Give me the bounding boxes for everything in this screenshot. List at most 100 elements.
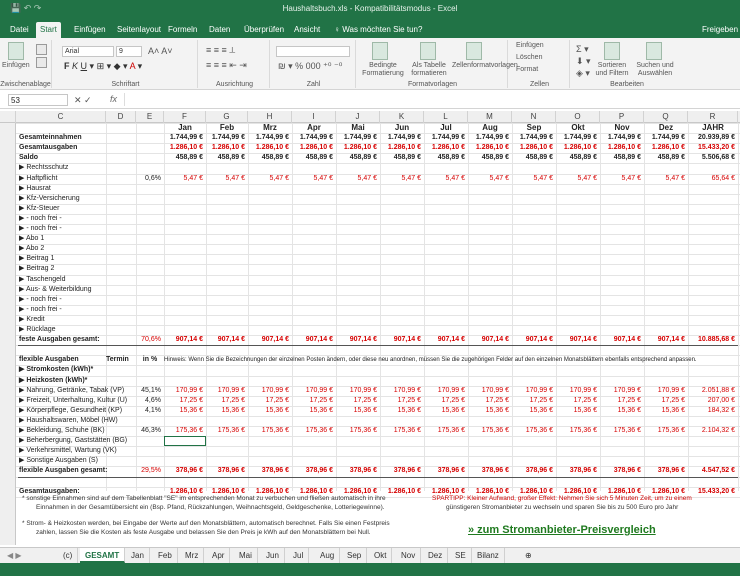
- row-header[interactable]: [0, 517, 16, 527]
- flex-total-value[interactable]: 378,96 €: [525, 467, 553, 475]
- row-header[interactable]: [0, 406, 16, 416]
- grand-total-value[interactable]: 15.433,20 €: [698, 487, 735, 495]
- fixed-total-value[interactable]: 907,14 €: [261, 336, 289, 344]
- column-header-e[interactable]: E: [136, 111, 164, 123]
- flex-expense-value[interactable]: 17,25 €: [441, 396, 465, 404]
- name-box[interactable]: 53: [8, 94, 68, 106]
- fixed-expense-label[interactable]: ▶ Hausrat: [19, 184, 51, 192]
- summary-value[interactable]: 458,89 €: [481, 154, 509, 162]
- flex-total-value[interactable]: 378,96 €: [657, 467, 685, 475]
- summary-value[interactable]: 20.939,89 €: [698, 134, 735, 142]
- fixed-expense-label[interactable]: ▶ Kfz-Versicherung: [19, 194, 80, 202]
- fixed-total-value[interactable]: 907,14 €: [217, 336, 245, 344]
- summary-value[interactable]: 458,89 €: [569, 154, 597, 162]
- summary-value[interactable]: 1.744,99 €: [607, 134, 641, 142]
- fixed-expense-value[interactable]: 65,64 €: [711, 174, 735, 182]
- row-header[interactable]: [0, 264, 16, 274]
- flex-expense-value[interactable]: 15,36 €: [221, 406, 245, 414]
- row-header[interactable]: [0, 335, 16, 345]
- worksheet-grid[interactable]: Jan Feb Mrz Apr Mai Jun Jul Aug Sep Okt Nov Dez JAHR…: [16, 123, 740, 545]
- row-header[interactable]: [0, 466, 16, 476]
- flex-expense-value[interactable]: 17,25 €: [353, 396, 377, 404]
- summary-value[interactable]: 458,89 €: [437, 154, 465, 162]
- flex-expense-value[interactable]: 15,36 €: [265, 406, 289, 414]
- fixed-expense-value[interactable]: 5,47 €: [621, 174, 641, 182]
- fixed-expense-value[interactable]: 5,47 €: [665, 174, 685, 182]
- fixed-expense-label[interactable]: ▶ Abo 1: [19, 235, 45, 243]
- summary-value[interactable]: 1.744,99 €: [651, 134, 685, 142]
- row-header[interactable]: [0, 355, 16, 365]
- fixed-expense-label[interactable]: ▶ Kfz-Steuer: [19, 204, 60, 212]
- fixed-expense-value[interactable]: 5,47 €: [489, 174, 509, 182]
- tell-me-box[interactable]: ♀ Was möchten Sie tun?: [334, 25, 423, 34]
- row-header[interactable]: [0, 315, 16, 325]
- grand-total-value[interactable]: 1.286,10 €: [431, 487, 465, 495]
- fixed-total-value[interactable]: 10.885,68 €: [698, 336, 735, 344]
- row-header[interactable]: [0, 426, 16, 436]
- summary-value[interactable]: 1.286,10 €: [299, 144, 333, 152]
- summary-value[interactable]: 1.286,10 €: [255, 144, 289, 152]
- flex-expense-label[interactable]: ▶ Sonstige Ausgaben (S): [19, 457, 98, 465]
- fixed-expense-label[interactable]: ▶ Taschengeld: [19, 275, 66, 283]
- summary-value[interactable]: 1.744,99 €: [211, 134, 245, 142]
- sheet-tab-mrz[interactable]: Mrz: [180, 548, 205, 563]
- row-header[interactable]: [0, 163, 16, 173]
- grand-total-value[interactable]: 1.286,10 €: [343, 487, 377, 495]
- summary-value[interactable]: 458,89 €: [175, 154, 203, 162]
- active-cell[interactable]: [164, 436, 206, 447]
- sheet-tab-sep[interactable]: Sep: [342, 548, 368, 563]
- summary-value[interactable]: 1.286,10 €: [475, 144, 509, 152]
- grow-font-icon[interactable]: A˄ A˅: [148, 46, 173, 56]
- column-header-f[interactable]: F: [164, 111, 206, 123]
- row-header[interactable]: [0, 325, 16, 335]
- row-header[interactable]: [0, 194, 16, 204]
- sheet-tab-dez[interactable]: Dez: [423, 548, 449, 563]
- insert-cells-button[interactable]: Einfügen: [516, 42, 544, 49]
- flex-total-value[interactable]: 378,96 €: [305, 467, 333, 475]
- conditional-format-icon[interactable]: [372, 42, 388, 60]
- tab-formeln[interactable]: Formeln: [168, 25, 198, 34]
- summary-value[interactable]: 458,89 €: [613, 154, 641, 162]
- column-header-h[interactable]: H: [248, 111, 292, 123]
- row-header[interactable]: [0, 123, 16, 133]
- tab-seitenlayout[interactable]: Seitenlayout: [117, 25, 162, 34]
- fixed-expense-value[interactable]: 5,47 €: [313, 174, 333, 182]
- row-header[interactable]: [0, 174, 16, 184]
- flex-expense-value[interactable]: 184,32 €: [707, 406, 735, 414]
- cancel-confirm-icons[interactable]: ✕ ✓: [74, 95, 92, 105]
- row-header[interactable]: [0, 477, 16, 487]
- sheet-nav-arrows[interactable]: ◀ ▶: [7, 551, 22, 560]
- row-header[interactable]: [0, 214, 16, 224]
- fixed-expense-value[interactable]: 5,47 €: [357, 174, 377, 182]
- summary-value[interactable]: 1.286,10 €: [169, 144, 203, 152]
- format-as-table-button[interactable]: Als Tabelle formatieren: [411, 62, 447, 77]
- sheet-tab-jan[interactable]: Jan: [126, 548, 150, 563]
- paste-icon[interactable]: [8, 42, 24, 60]
- delete-cells-button[interactable]: Löschen: [516, 54, 543, 61]
- summary-value[interactable]: 1.744,99 €: [343, 134, 377, 142]
- cell-styles-icon[interactable]: [466, 42, 482, 60]
- flex-expense-value[interactable]: 2.104,32 €: [701, 427, 735, 434]
- align-top-icons[interactable]: ≡ ≡ ≡ ⟂: [206, 45, 236, 55]
- flex-total-value[interactable]: 378,96 €: [261, 467, 289, 475]
- fixed-expense-label[interactable]: ▶ Beitrag 1: [19, 255, 55, 263]
- font-name-select[interactable]: Arial: [62, 46, 114, 57]
- flex-expense-value[interactable]: 175,36 €: [261, 427, 289, 434]
- fixed-total-value[interactable]: 907,14 €: [175, 336, 203, 344]
- fixed-total-value[interactable]: 907,14 €: [613, 336, 641, 344]
- flex-expense-value[interactable]: 170,99 €: [393, 386, 421, 394]
- column-header-c[interactable]: C: [16, 111, 106, 123]
- cut-icon[interactable]: [36, 44, 47, 55]
- fixed-expense-value[interactable]: 5,47 €: [445, 174, 465, 182]
- fixed-total-value[interactable]: 907,14 €: [569, 336, 597, 344]
- summary-value[interactable]: 5.506,68 €: [701, 154, 735, 162]
- fixed-expense-value[interactable]: 5,47 €: [225, 174, 245, 182]
- column-header-i[interactable]: I: [292, 111, 336, 123]
- grand-total-value[interactable]: 1.286,10 €: [519, 487, 553, 495]
- flex-expense-value[interactable]: 175,36 €: [569, 427, 597, 434]
- flex-expense-value[interactable]: 15,36 €: [309, 406, 333, 414]
- format-cells-button[interactable]: Format: [516, 66, 539, 73]
- summary-value[interactable]: 1.744,99 €: [563, 134, 597, 142]
- column-header-m[interactable]: M: [468, 111, 512, 123]
- row-header[interactable]: [0, 224, 16, 234]
